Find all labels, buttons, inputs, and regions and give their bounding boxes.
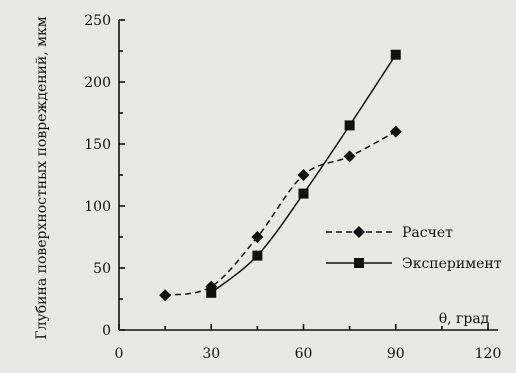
series-2 bbox=[206, 49, 401, 298]
x-tick-label: 30 bbox=[202, 346, 220, 362]
x-tick-label: 90 bbox=[387, 346, 405, 362]
x-tick-label: 0 bbox=[115, 346, 124, 362]
data-point-square bbox=[206, 287, 217, 298]
y-tick-label: 200 bbox=[84, 75, 111, 91]
legend-label: Эксперимент bbox=[402, 256, 502, 272]
legend: Расчет Эксперимент bbox=[326, 225, 502, 272]
legend-label: Расчет bbox=[402, 225, 453, 241]
y-tick-label: 50 bbox=[93, 261, 111, 277]
axes bbox=[118, 19, 498, 331]
data-point-square bbox=[252, 250, 263, 261]
x-tick-label: 60 bbox=[295, 346, 313, 362]
tick-labels: 0 50 100 150 200 250 0 30 60 90 120 bbox=[84, 13, 501, 362]
data-point-square bbox=[390, 49, 401, 60]
x-tick-label: 120 bbox=[475, 346, 502, 362]
data-point-diamond bbox=[389, 125, 402, 138]
data-point-square bbox=[344, 120, 355, 131]
y-tick-label: 250 bbox=[84, 13, 111, 29]
y-axis-label: Глубина поверхностных повреждений, мкм bbox=[34, 16, 50, 339]
data-point-diamond bbox=[159, 289, 172, 302]
data-point-diamond bbox=[251, 231, 264, 243]
legend-swatch-marker bbox=[353, 226, 365, 238]
data-point-square bbox=[298, 188, 309, 199]
legend-swatch-marker bbox=[354, 258, 364, 268]
y-tick-label: 150 bbox=[84, 137, 111, 153]
data-point-diamond bbox=[297, 169, 310, 181]
x-axis-label: θ, град bbox=[439, 311, 490, 327]
y-tick-label: 100 bbox=[84, 199, 111, 215]
data-point-diamond bbox=[343, 150, 356, 163]
y-tick-label: 0 bbox=[102, 323, 111, 339]
series-group bbox=[159, 49, 402, 302]
